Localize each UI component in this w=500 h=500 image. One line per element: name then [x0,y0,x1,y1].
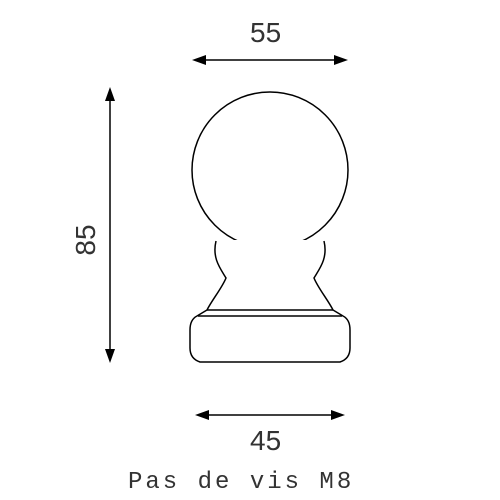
finial-part [190,92,350,362]
thread-note: Pas de vis M8 [128,469,354,496]
dim-top-width: 55 [192,17,348,65]
dim-bottom-value: 45 [250,425,281,456]
ball-sphere [192,92,348,248]
dim-height-value: 85 [70,224,101,255]
dim-height: 85 [70,87,115,363]
dim-top-value: 55 [250,17,281,48]
technical-drawing: 55 85 45 Pas de vis M8 [0,0,500,500]
dim-bottom-width: 45 [195,410,345,456]
